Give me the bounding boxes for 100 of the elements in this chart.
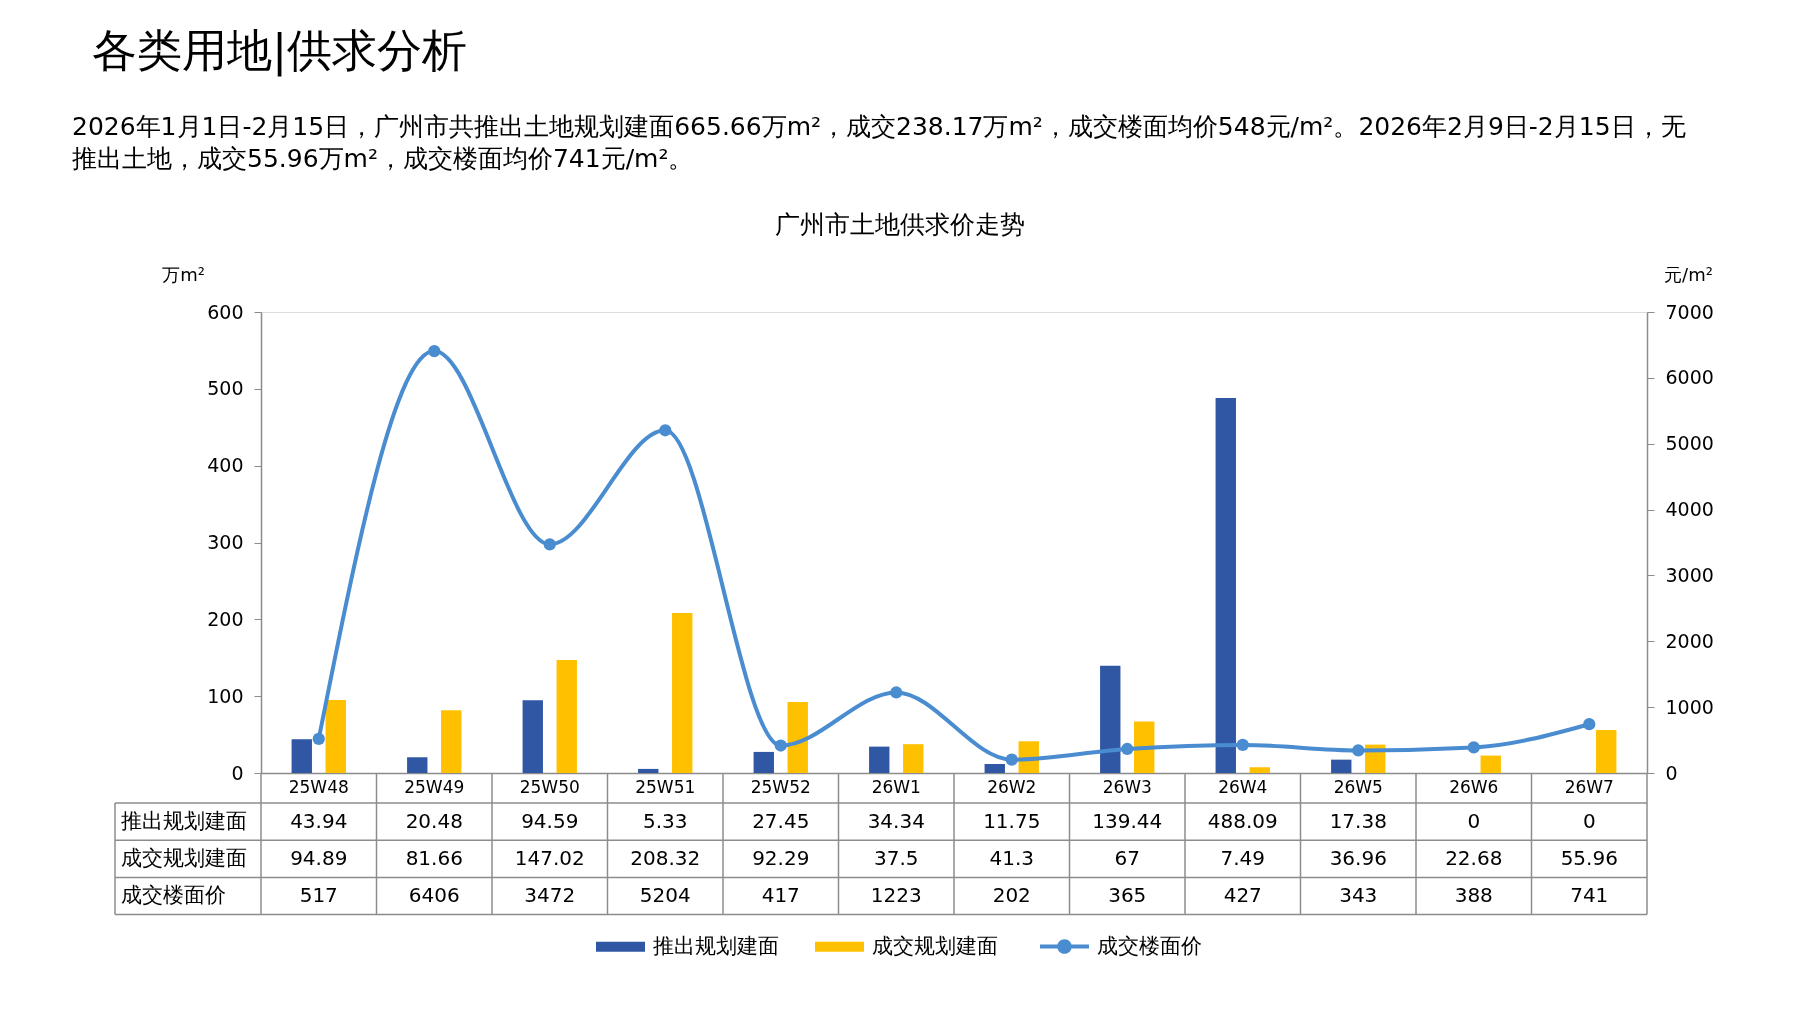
bar xyxy=(787,702,808,773)
data-label: 20.48 xyxy=(405,808,463,833)
data-label: 17.38 xyxy=(1329,808,1387,833)
point xyxy=(1352,744,1365,757)
data-label: 11.75 xyxy=(983,808,1041,833)
point xyxy=(659,424,672,437)
data-label: 55.96 xyxy=(1560,845,1618,870)
bar xyxy=(869,746,890,773)
data-label: 5.33 xyxy=(642,808,688,833)
data-label: 36.96 xyxy=(1329,845,1387,870)
y-tick-label: 200 xyxy=(207,607,244,630)
y2-tick-label: 2000 xyxy=(1665,629,1714,652)
y-tick-label: 300 xyxy=(207,531,244,553)
data-label: 43.94 xyxy=(290,808,348,833)
bar xyxy=(291,739,312,773)
bar xyxy=(1100,665,1121,773)
bar xyxy=(441,710,462,773)
y2-tick-label: 4000 xyxy=(1665,498,1714,521)
y-axis-title: 万m² xyxy=(162,263,205,285)
data-label: 0 xyxy=(1467,808,1481,833)
bar xyxy=(753,751,774,773)
legend-label: 推出规划建面 xyxy=(653,933,779,958)
data-label: 94.59 xyxy=(521,808,579,833)
y-tick-label: 500 xyxy=(207,377,244,400)
point xyxy=(774,739,787,752)
x-tick-label: 26W5 xyxy=(1333,776,1383,797)
bar xyxy=(325,700,346,773)
data-label: 208.32 xyxy=(630,845,701,870)
point xyxy=(1467,741,1480,754)
y2-axis-title: 元/m² xyxy=(1664,263,1713,285)
data-label: 1223 xyxy=(870,883,922,907)
bar xyxy=(903,744,924,773)
x-tick-label: 26W7 xyxy=(1564,776,1614,797)
data-label: 427 xyxy=(1223,883,1262,907)
x-tick-label: 26W2 xyxy=(987,776,1037,797)
data-label: 5204 xyxy=(639,883,691,907)
data-label: 202 xyxy=(992,883,1031,907)
data-label: 388 xyxy=(1454,883,1493,907)
bar xyxy=(1480,755,1501,773)
y-tick-label: 600 xyxy=(207,300,244,323)
data-label: 365 xyxy=(1108,883,1147,907)
bar xyxy=(638,768,659,773)
point xyxy=(890,686,903,699)
text: 成交规划建面 xyxy=(121,845,247,870)
bar xyxy=(522,700,543,773)
x-tick-label: 25W51 xyxy=(635,776,696,797)
data-label: 741 xyxy=(1570,883,1609,907)
data-label: 94.89 xyxy=(290,845,348,870)
data-label: 417 xyxy=(761,883,800,907)
data-label: 37.5 xyxy=(873,845,919,870)
data-label: 147.02 xyxy=(514,845,585,870)
data-label: 22.68 xyxy=(1445,845,1503,870)
text: 各类用地|供求分析 xyxy=(92,24,468,77)
x-tick-label: 25W50 xyxy=(519,776,580,797)
bar xyxy=(1215,397,1236,773)
point xyxy=(428,345,441,358)
data-label: 3472 xyxy=(524,883,576,907)
data-label: 7.49 xyxy=(1220,845,1266,870)
bar xyxy=(1331,759,1352,773)
bar xyxy=(556,660,577,773)
point xyxy=(1005,753,1018,766)
text: 2026年1月1日-2月15日，广州市共推出土地规划建面665.66万m²，成交238.17万m²，成交楼面均价548元/m²。2026年2月9日-2月15日，无推出土地，成交55.96万m²，成交楼面均价741元/m²。 xyxy=(72,112,1686,173)
x-tick-label: 25W49 xyxy=(404,776,465,797)
x-tick-label: 26W6 xyxy=(1449,776,1499,797)
point xyxy=(543,538,556,551)
legend-label: 成交规划建面 xyxy=(872,933,998,958)
y-tick-label: 400 xyxy=(207,454,244,477)
chart-title: 广州市土地供求价走势 xyxy=(775,210,1025,239)
y-tick-label: 0 xyxy=(231,761,244,784)
point xyxy=(312,732,325,746)
data-label: 81.66 xyxy=(405,845,463,870)
legend-label: 成交楼面价 xyxy=(1097,933,1202,958)
bar xyxy=(984,763,1005,773)
data-label: 0 xyxy=(1582,808,1596,833)
point xyxy=(1583,718,1596,731)
bar xyxy=(1596,730,1617,773)
bar xyxy=(672,612,693,773)
bar xyxy=(407,757,428,773)
x-tick-label: 25W48 xyxy=(288,776,349,797)
data-label: 139.44 xyxy=(1092,808,1163,833)
data-label: 488.09 xyxy=(1207,808,1278,833)
y2-tick-label: 0 xyxy=(1665,761,1678,784)
x-tick-label: 25W52 xyxy=(750,776,811,797)
x-tick-label: 26W1 xyxy=(871,776,921,797)
data-label: 6406 xyxy=(408,883,460,907)
bar xyxy=(1249,767,1270,773)
point xyxy=(1121,742,1134,756)
data-label: 517 xyxy=(299,883,338,907)
data-label: 41.3 xyxy=(989,845,1035,870)
text: 推出规划建面 xyxy=(121,808,247,833)
y2-tick-label: 3000 xyxy=(1665,563,1714,586)
y2-tick-label: 6000 xyxy=(1665,366,1714,389)
x-tick-label: 26W3 xyxy=(1102,776,1152,797)
y2-tick-label: 7000 xyxy=(1665,300,1714,323)
bar xyxy=(1134,721,1155,773)
y2-tick-label: 1000 xyxy=(1665,695,1714,718)
data-label: 67 xyxy=(1114,845,1140,870)
data-label: 92.29 xyxy=(752,845,810,870)
data-label: 343 xyxy=(1339,883,1378,907)
point xyxy=(1236,738,1249,751)
